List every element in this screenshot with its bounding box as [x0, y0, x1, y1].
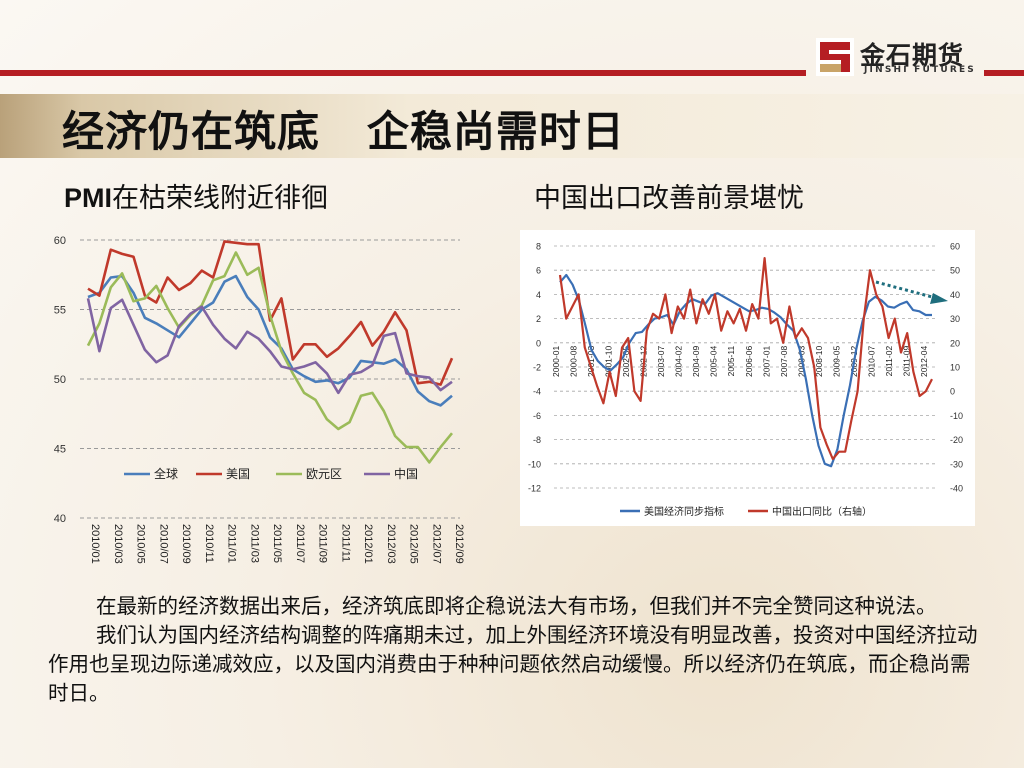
- export-right-ytick-label: -40: [950, 484, 963, 494]
- pmi-xtick-label: 2012/01: [362, 524, 374, 564]
- export-xtick-label: 2005-04: [709, 346, 719, 377]
- export-xtick-label: 2004-09: [691, 346, 701, 377]
- logo-name-cn: 金石期货: [860, 41, 965, 70]
- export-xtick-label: 2011-02: [884, 346, 894, 377]
- logo-mark-icon: [816, 38, 854, 76]
- export-xtick-label: 2011-09: [901, 346, 911, 377]
- export-left-ytick-label: 8: [536, 242, 541, 252]
- export-xtick-label: 2000-01: [551, 346, 561, 377]
- export-xtick-label: 2007-08: [779, 346, 789, 377]
- export-xtick-label: 2005-11: [726, 346, 736, 377]
- trend-arrow-head: [930, 293, 948, 304]
- export-left-ytick-label: 4: [536, 290, 541, 300]
- export-left-ytick-label: -8: [533, 435, 541, 445]
- pmi-legend-label: 欧元区: [306, 467, 342, 481]
- pmi-xtick-label: 2012/05: [408, 524, 420, 564]
- title-band: [0, 94, 1024, 158]
- export-xtick-label: 2012-04: [919, 346, 929, 377]
- company-logo: 金石期货 JINSHI FUTURES: [814, 36, 986, 78]
- body-text: 在最新的经济数据出来后，经济筑底即将企稳说法大有市场，但我们并不完全赞同这种说法…: [48, 592, 978, 708]
- export-left-ytick-label: 6: [536, 266, 541, 276]
- export-right-ytick-label: 40: [950, 290, 960, 300]
- export-xtick-label: 2003-07: [656, 346, 666, 377]
- pmi-ytick-label: 50: [54, 374, 66, 386]
- export-left-ytick-label: 2: [536, 314, 541, 324]
- pmi-ytick-label: 55: [54, 305, 66, 317]
- pmi-series-line: [87, 240, 454, 386]
- pmi-xtick-label: 2010/09: [180, 524, 192, 564]
- export-right-ytick-label: -10: [950, 411, 963, 421]
- left-subtitle-text: 在枯荣线附近徘徊: [112, 183, 329, 214]
- export-xtick-label: 2008-10: [814, 346, 824, 377]
- pmi-xtick-label: 2012/07: [430, 524, 442, 564]
- trend-arrow-line: [875, 280, 937, 300]
- body-paragraph-2: 我们认为国内经济结构调整的阵痛期未过，加上外围经济环境没有明显改善，投资对中国经…: [48, 623, 978, 705]
- pmi-ytick-label: 45: [54, 444, 66, 456]
- export-xtick-label: 2001-03: [586, 346, 596, 377]
- pmi-xtick-label: 2010/11: [203, 524, 215, 563]
- export-right-ytick-label: -20: [950, 435, 963, 445]
- export-left-ytick-label: -6: [533, 411, 541, 421]
- pmi-xtick-label: 2010/01: [89, 524, 101, 564]
- pmi-xtick-label: 2011/01: [226, 524, 238, 563]
- pmi-series-line: [87, 274, 453, 407]
- export-left-ytick-label: -10: [528, 459, 541, 469]
- export-right-ytick-label: 60: [950, 242, 960, 252]
- pmi-xtick-label: 2010/03: [112, 524, 124, 564]
- pmi-ytick-label: 40: [54, 513, 66, 525]
- pmi-series-line: [86, 298, 453, 395]
- left-chart-subtitle: PMI在枯荣线附近徘徊: [64, 176, 328, 215]
- pmi-legend-label: 美国: [226, 467, 250, 481]
- export-right-ytick-label: 30: [950, 314, 960, 324]
- pmi-xtick-label: 2011/11: [339, 524, 351, 562]
- pmi-xtick-label: 2011/09: [317, 524, 329, 563]
- export-right-ytick-label: 10: [950, 363, 960, 373]
- export-xtick-label: 2000-08: [569, 346, 579, 377]
- export-xtick-label: 2002-05: [621, 346, 631, 377]
- pmi-xtick-label: 2012/03: [385, 524, 397, 564]
- pmi-legend-label: 全球: [154, 466, 178, 481]
- export-left-ytick-label: -4: [533, 387, 541, 397]
- export-xtick-label: 2001-10: [604, 346, 614, 377]
- export-xtick-label: 2009-05: [831, 346, 841, 377]
- pmi-xtick-label: 2010/07: [157, 524, 169, 564]
- pmi-series-line: [86, 251, 454, 464]
- export-legend-label: 中国出口同比（右轴）: [772, 505, 872, 518]
- header-rule-right: [984, 70, 1024, 76]
- export-right-ytick-label: 0: [950, 387, 955, 397]
- export-series-line: [558, 257, 933, 461]
- export-left-ytick-label: -2: [533, 363, 541, 373]
- export-left-ytick-label: 0: [536, 338, 541, 348]
- export-right-ytick-label: 20: [950, 338, 960, 348]
- pmi-xtick-label: 2011/07: [294, 524, 306, 563]
- pmi-xtick-label: 2012/09: [453, 524, 465, 564]
- export-right-ytick-label: 50: [950, 266, 960, 276]
- pmi-chart: 40 45 50 55 60 2010/01 2010/03 2010/05 2010/07 20…: [54, 235, 465, 564]
- export-right-ytick-label: -30: [950, 459, 963, 469]
- pmi-xtick-label: 2011/05: [271, 524, 283, 563]
- header-rule-left: [0, 70, 806, 76]
- export-xtick-label: 2004-02: [674, 346, 684, 377]
- export-xtick-label: 2007-01: [761, 346, 771, 377]
- slide-title: 经济仍在筑底 企稳尚需时日: [62, 107, 625, 156]
- pmi-ytick-label: 60: [54, 235, 66, 247]
- export-left-ytick-label: -12: [528, 484, 541, 494]
- export-legend-label: 美国经济同步指标: [644, 505, 724, 518]
- export-chart: -12 -40-10 -30-8 -20-6 -10-4 0-2 100 202 304 406 5…: [520, 230, 975, 526]
- export-series-line: [559, 273, 932, 468]
- body-paragraph-1: 在最新的经济数据出来后，经济筑底即将企稳说法大有市场，但我们并不完全赞同这种说法…: [96, 594, 937, 618]
- right-chart-subtitle: 中国出口改善前景堪忧: [534, 183, 804, 214]
- logo-name-en: JINSHI FUTURES: [864, 65, 976, 75]
- export-xtick-label: 2006-06: [744, 346, 754, 377]
- pmi-legend-label: 中国: [394, 466, 418, 481]
- export-xtick-label: 2010-07: [866, 346, 876, 377]
- left-subtitle-prefix: PMI: [64, 183, 113, 213]
- pmi-xtick-label: 2011/03: [248, 524, 260, 563]
- pmi-xtick-label: 2010/05: [135, 524, 147, 564]
